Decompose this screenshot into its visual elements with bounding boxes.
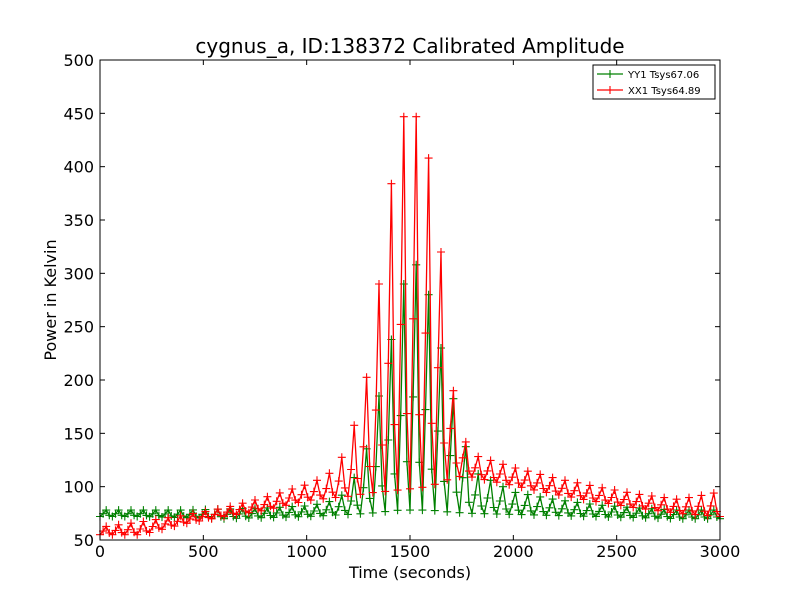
x-axis: 0 500 1000 1500 2000 2500 3000	[95, 60, 740, 561]
x-tick-label: 3000	[700, 542, 741, 561]
x-tick-label: 1500	[390, 542, 431, 561]
y-tick-label: 350	[63, 211, 94, 230]
y-tick-label: 200	[63, 371, 94, 390]
y-tick-label: 500	[63, 51, 94, 70]
x-tick-label: 2500	[596, 542, 637, 561]
legend-marker	[606, 86, 614, 94]
legend-box	[592, 64, 716, 100]
y-tick-label: 100	[63, 478, 94, 497]
plot-series-layer	[96, 112, 724, 539]
chart-title: cygnus_a, ID:138372 Calibrated Amplitude	[195, 34, 624, 58]
x-axis-label: Time (seconds)	[348, 563, 471, 582]
series-line	[99, 116, 721, 536]
legend-label: YY1 Tsys67.06	[627, 70, 699, 81]
y-tick-label: 150	[63, 424, 94, 443]
legend-marker	[606, 70, 614, 78]
y-tick-label: 450	[63, 104, 94, 123]
x-tick-label: 2000	[493, 542, 534, 561]
y-tick-label: 50	[74, 531, 94, 550]
y-axis: 50 100 150 200 250 300 350 400 450 500	[63, 51, 720, 550]
legend: YY1 Tsys67.06 XX1 Tsys64.89	[592, 64, 716, 100]
legend-label: XX1 Tsys64.89	[628, 86, 701, 97]
x-tick-label: 1000	[286, 542, 327, 561]
y-tick-label: 400	[63, 158, 94, 177]
y-axis-label: Power in Kelvin	[41, 239, 60, 360]
y-tick-label: 250	[63, 318, 94, 337]
x-tick-label: 500	[188, 542, 219, 561]
x-tick-label: 0	[95, 542, 105, 561]
y-tick-label: 300	[63, 264, 94, 283]
series-xx1	[96, 112, 724, 539]
